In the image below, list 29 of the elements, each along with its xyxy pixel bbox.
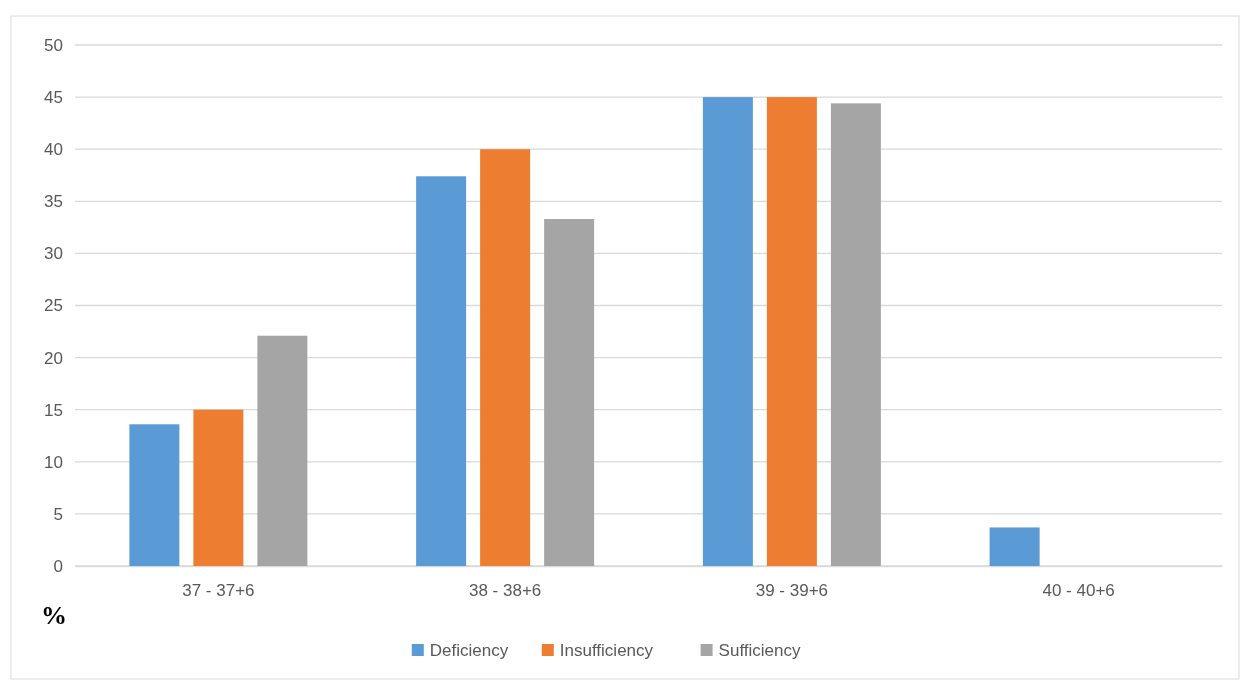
y-tick-label: 30 [44, 244, 63, 264]
y-tick-label: 25 [44, 296, 63, 316]
bar [830, 103, 881, 566]
y-tick-label: 10 [44, 452, 63, 472]
y-tick-label: 20 [44, 348, 63, 368]
y-tick-label: 45 [44, 88, 63, 108]
y-tick-label: 5 [53, 504, 63, 524]
legend-label: Sufficiency [718, 641, 801, 660]
y-axis-title: % [41, 601, 67, 630]
bar [702, 97, 753, 566]
bar [480, 149, 531, 566]
bar [257, 335, 308, 566]
bar [766, 97, 817, 566]
legend-label: Insufficiency [559, 641, 654, 660]
bar [193, 409, 244, 566]
x-tick-label: 40 - 40+6 [1042, 581, 1115, 601]
x-tick-label: 39 - 39+6 [755, 581, 829, 601]
y-tick-label: 35 [44, 192, 63, 212]
x-tick-label: 37 - 37+6 [182, 581, 255, 601]
bar [544, 219, 595, 566]
bar [989, 527, 1040, 566]
x-tick-label: 38 - 38+6 [468, 581, 542, 601]
y-tick-label: 15 [44, 400, 63, 420]
bar [129, 424, 180, 566]
bar [416, 176, 467, 566]
legend-label: Deficiency [429, 641, 509, 660]
y-tick-label: 0 [53, 556, 63, 576]
y-tick-label: 50 [44, 35, 63, 55]
y-tick-label: 40 [44, 140, 63, 160]
